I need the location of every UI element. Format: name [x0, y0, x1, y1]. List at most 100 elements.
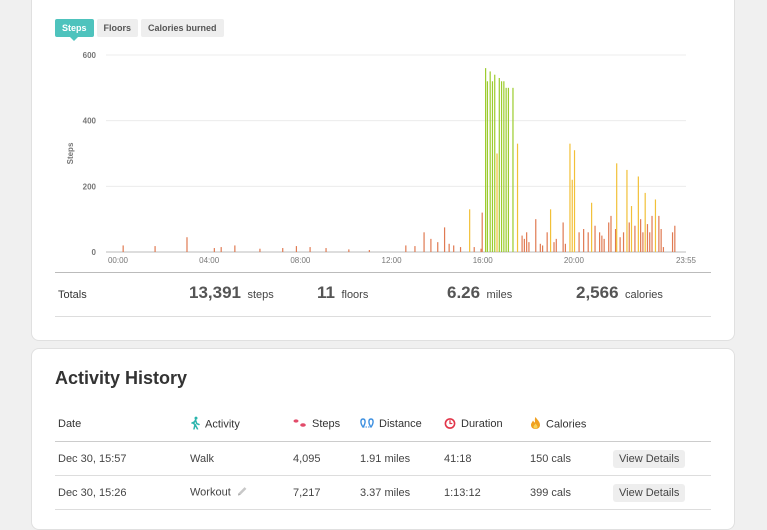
- bar: [325, 248, 327, 252]
- bar: [521, 235, 523, 252]
- bar: [610, 215, 612, 252]
- bar: [516, 143, 519, 252]
- x-tick-label: 12:00: [382, 256, 403, 265]
- bar: [553, 242, 555, 252]
- bar: [546, 232, 548, 252]
- bar: [578, 232, 580, 252]
- total-calories-value: 2,566: [576, 283, 619, 302]
- bar: [507, 87, 510, 252]
- row-activity-label: Workout: [190, 486, 231, 499]
- bar: [608, 222, 610, 252]
- x-tick-label: 00:00: [108, 256, 129, 265]
- bar: [658, 215, 660, 252]
- table-row[interactable]: Dec 30, 15:26 Workout 7,217 3.37 miles 1…: [55, 476, 711, 510]
- bar: [564, 243, 567, 252]
- row-actions: View Details: [613, 449, 686, 468]
- col-date-label: Date: [58, 418, 82, 430]
- bar: [523, 238, 525, 252]
- walking-person-icon: [190, 416, 200, 432]
- total-calories: 2,566 calories: [576, 283, 663, 303]
- flame-icon: [530, 417, 541, 432]
- col-activity[interactable]: Activity: [190, 416, 240, 432]
- col-duration[interactable]: Duration: [444, 417, 503, 431]
- bar: [234, 245, 236, 252]
- y-tick-label: 400: [83, 117, 97, 126]
- x-tick-label: 04:00: [199, 256, 220, 265]
- bar: [649, 232, 651, 252]
- history-table: Date Activity Steps Distance: [55, 407, 711, 510]
- bar: [601, 235, 603, 252]
- steps-bar-chart: 0 200 400 600 Steps 00:00 04:00 08:00 12:00 16:00…: [66, 51, 697, 265]
- bar: [469, 209, 471, 252]
- bar: [500, 81, 503, 253]
- bar: [569, 143, 571, 252]
- bar: [496, 153, 498, 252]
- col-distance-label: Distance: [379, 418, 422, 430]
- x-tick-label: 23:55: [676, 256, 697, 265]
- bar: [598, 232, 601, 252]
- row-steps: 7,217: [293, 486, 321, 499]
- bar: [453, 245, 455, 252]
- activity-history-card: Activity History Date Activity Steps Dis: [31, 348, 735, 530]
- bar: [630, 206, 633, 252]
- total-floors-unit: floors: [341, 289, 369, 301]
- bar: [282, 248, 284, 252]
- bar: [646, 224, 649, 252]
- bar: [644, 192, 646, 252]
- total-steps-value: 13,391: [189, 283, 241, 302]
- map-pins-icon: [360, 418, 374, 430]
- table-row[interactable]: Dec 30, 15:57 Walk 4,095 1.91 miles 41:1…: [55, 442, 711, 476]
- total-floors: 11 floors: [317, 283, 368, 303]
- row-actions: View Details: [613, 483, 686, 502]
- metric-tabs: Steps Floors Calories burned: [55, 19, 224, 41]
- bar: [526, 232, 528, 252]
- bar: [505, 87, 507, 252]
- totals-row: Totals 13,391 steps 11 floors 6.26 miles…: [55, 273, 711, 316]
- row-activity: Walk: [190, 452, 215, 465]
- bar: [634, 225, 636, 252]
- history-title: Activity History: [55, 368, 188, 388]
- row-activity: Workout: [190, 485, 248, 500]
- bar: [651, 215, 653, 252]
- bar: [535, 219, 537, 252]
- col-steps[interactable]: Steps: [293, 418, 340, 430]
- bar: [405, 245, 407, 252]
- pencil-icon[interactable]: [236, 485, 248, 500]
- total-steps: 13,391 steps: [189, 283, 274, 303]
- col-distance[interactable]: Distance: [360, 418, 422, 430]
- col-date[interactable]: Date: [58, 418, 81, 430]
- bar: [213, 248, 215, 252]
- view-details-button[interactable]: View Details: [613, 449, 686, 468]
- col-duration-label: Duration: [461, 418, 503, 430]
- table-header-row: Date Activity Steps Distance: [55, 407, 711, 442]
- bar: [555, 238, 557, 252]
- col-calories[interactable]: Calories: [530, 417, 586, 432]
- row-date: Dec 30, 15:57: [58, 452, 127, 465]
- total-steps-unit: steps: [247, 289, 274, 301]
- tab-calories-burned[interactable]: Calories burned: [141, 19, 224, 37]
- bar: [512, 87, 514, 252]
- bar: [414, 246, 416, 252]
- tab-floors[interactable]: Floors: [96, 19, 139, 37]
- bar: [619, 237, 621, 252]
- bar: [494, 74, 496, 252]
- bar: [443, 227, 446, 252]
- bar: [448, 243, 450, 252]
- row-distance: 3.37 miles: [360, 486, 411, 499]
- totals-label: Totals: [58, 289, 87, 301]
- total-miles-unit: miles: [486, 289, 513, 301]
- totals-divider-bottom: [55, 316, 711, 317]
- bar: [660, 229, 662, 252]
- bar: [473, 247, 475, 252]
- bar: [642, 232, 644, 252]
- view-details-button[interactable]: View Details: [613, 483, 686, 502]
- bar: [662, 247, 665, 252]
- bar: [186, 237, 188, 252]
- bar: [423, 232, 425, 252]
- bar: [259, 248, 261, 252]
- bar: [348, 249, 350, 252]
- x-tick-label: 20:00: [564, 256, 585, 265]
- col-activity-label: Activity: [205, 418, 240, 430]
- bar: [603, 238, 605, 252]
- tab-steps[interactable]: Steps: [55, 19, 94, 41]
